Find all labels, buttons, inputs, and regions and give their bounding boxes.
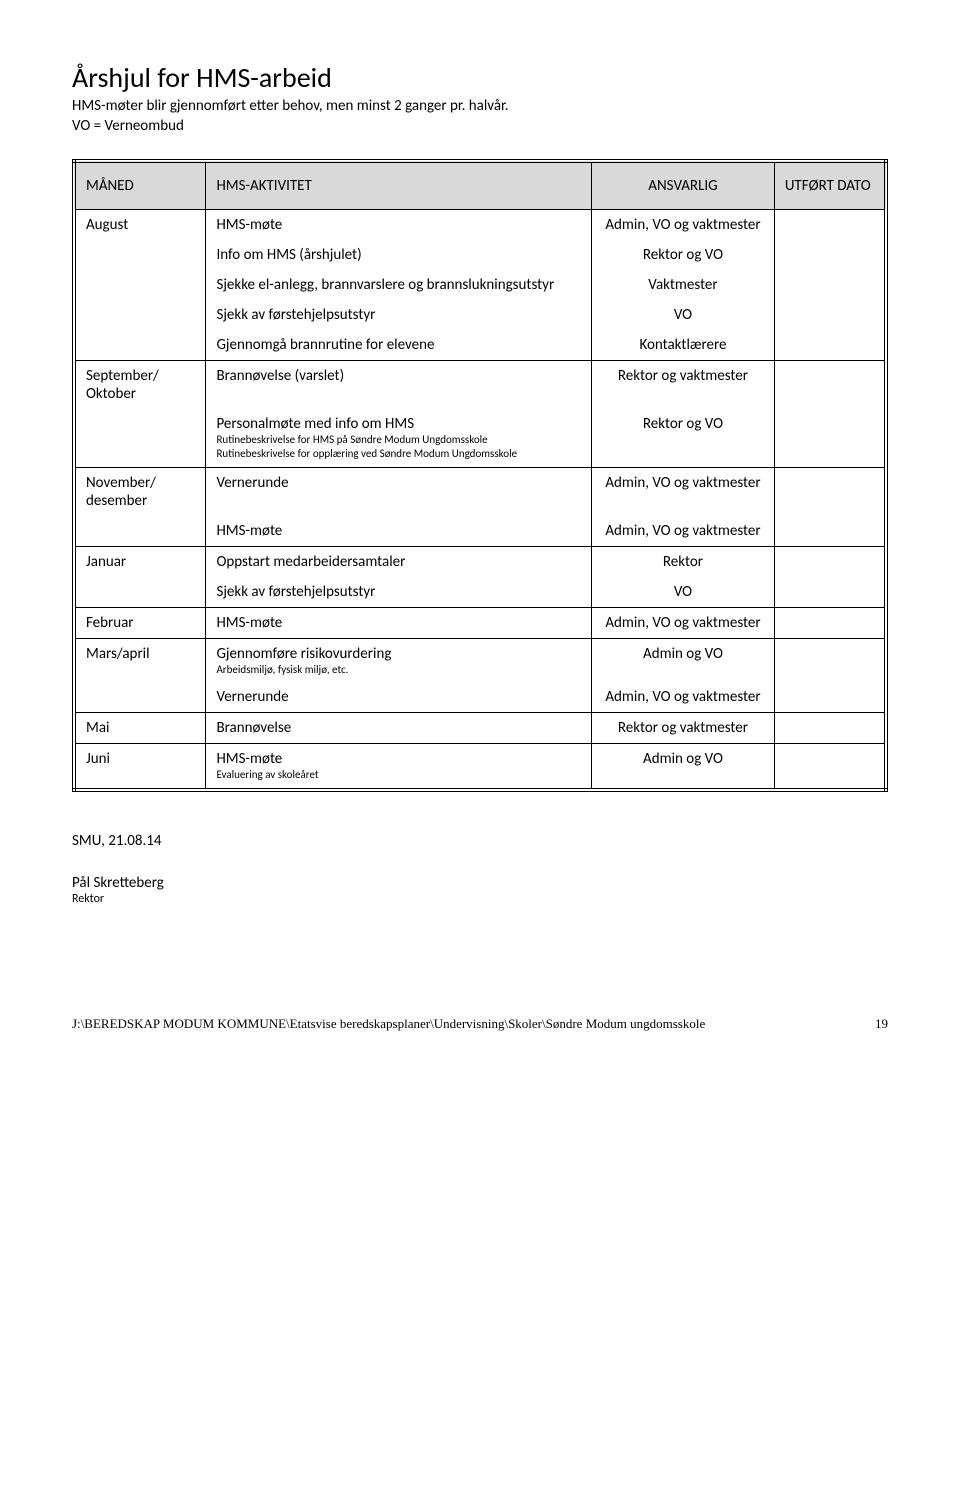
cell-month: Februar <box>74 607 206 638</box>
cell-done-date <box>774 361 886 410</box>
cell-activity: Gjennomføre risikovurderingArbeidsmiljø,… <box>206 638 592 682</box>
cell-activity: Brannøvelse (varslet) <box>206 361 592 410</box>
cell-month: Mars/april <box>74 638 206 682</box>
cell-done-date <box>774 467 886 516</box>
cell-activity: Oppstart medarbeidersamtaler <box>206 546 592 577</box>
table-row: HMS-møteAdmin, VO og vaktmester <box>74 516 886 547</box>
hms-table: MÅNED HMS-AKTIVITET ANSVARLIG UTFØRT DAT… <box>72 159 888 792</box>
cell-done-date <box>774 744 886 790</box>
activity-sub-note: Evaluering av skoleåret <box>216 768 581 782</box>
page-footer: J:\BEREDSKAP MODUM KOMMUNE\Etatsvise ber… <box>72 1016 888 1032</box>
cell-activity: Sjekk av førstehjelpsutstyr <box>206 577 592 608</box>
cell-activity: HMS-møte <box>206 516 592 547</box>
table-row: MaiBrannøvelseRektor og vaktmester <box>74 713 886 744</box>
footer-author-name: Pål Skretteberg <box>72 874 888 892</box>
col-header-responsible: ANSVARLIG <box>592 161 775 210</box>
cell-activity: Brannøvelse <box>206 713 592 744</box>
cell-responsible: Rektor <box>592 546 775 577</box>
cell-month <box>74 300 206 330</box>
cell-done-date <box>774 682 886 713</box>
table-row: Sjekk av førstehjelpsutstyrVO <box>74 300 886 330</box>
table-row: AugustHMS-møteAdmin, VO og vaktmester <box>74 210 886 241</box>
table-row: Sjekke el-anlegg, brannvarslere og brann… <box>74 270 886 300</box>
cell-responsible: Admin, VO og vaktmester <box>592 516 775 547</box>
cell-done-date <box>774 516 886 547</box>
cell-month: September/ Oktober <box>74 361 206 410</box>
col-header-done-date: UTFØRT DATO <box>774 161 886 210</box>
cell-responsible: Kontaktlærere <box>592 330 775 361</box>
table-row: Sjekk av førstehjelpsutstyrVO <box>74 577 886 608</box>
cell-done-date <box>774 713 886 744</box>
cell-month <box>74 682 206 713</box>
cell-month: Januar <box>74 546 206 577</box>
subtitle-line-2: VO = Verneombud <box>72 117 888 135</box>
cell-activity: Sjekk av førstehjelpsutstyr <box>206 300 592 330</box>
cell-month: Mai <box>74 713 206 744</box>
cell-responsible: Rektor og vaktmester <box>592 361 775 410</box>
footer-page-number: 19 <box>875 1016 888 1032</box>
table-row: JuniHMS-møteEvaluering av skoleåretAdmin… <box>74 744 886 790</box>
cell-responsible: Admin, VO og vaktmester <box>592 607 775 638</box>
table-row: FebruarHMS-møteAdmin, VO og vaktmester <box>74 607 886 638</box>
cell-done-date <box>774 409 886 467</box>
cell-responsible: Admin og VO <box>592 744 775 790</box>
cell-activity: HMS-møte <box>206 607 592 638</box>
cell-month: November/ desember <box>74 467 206 516</box>
cell-activity: Sjekke el-anlegg, brannvarslere og brann… <box>206 270 592 300</box>
cell-activity: Personalmøte med info om HMSRutinebeskri… <box>206 409 592 467</box>
cell-month <box>74 409 206 467</box>
cell-done-date <box>774 607 886 638</box>
table-row: September/ OktoberBrannøvelse (varslet)R… <box>74 361 886 410</box>
table-header-row: MÅNED HMS-AKTIVITET ANSVARLIG UTFØRT DAT… <box>74 161 886 210</box>
table-row: Mars/aprilGjennomføre risikovurderingArb… <box>74 638 886 682</box>
cell-activity: Info om HMS (årshjulet) <box>206 240 592 270</box>
cell-done-date <box>774 330 886 361</box>
table-row: November/ desemberVernerundeAdmin, VO og… <box>74 467 886 516</box>
table-row: Personalmøte med info om HMSRutinebeskri… <box>74 409 886 467</box>
cell-done-date <box>774 577 886 608</box>
col-header-month: MÅNED <box>74 161 206 210</box>
cell-done-date <box>774 240 886 270</box>
cell-responsible: Rektor og VO <box>592 240 775 270</box>
footer-file-path: J:\BEREDSKAP MODUM KOMMUNE\Etatsvise ber… <box>72 1016 705 1032</box>
activity-sub-note: Rutinebeskrivelse for opplæring ved Sønd… <box>216 447 581 461</box>
footer-date-line: SMU, 21.08.14 <box>72 832 888 850</box>
cell-responsible: Admin, VO og vaktmester <box>592 467 775 516</box>
cell-done-date <box>774 638 886 682</box>
cell-responsible: Admin, VO og vaktmester <box>592 682 775 713</box>
cell-month <box>74 577 206 608</box>
cell-month: August <box>74 210 206 241</box>
cell-done-date <box>774 270 886 300</box>
activity-sub-note: Rutinebeskrivelse for HMS på Søndre Modu… <box>216 433 581 447</box>
table-row: Info om HMS (årshjulet)Rektor og VO <box>74 240 886 270</box>
cell-activity: Vernerunde <box>206 467 592 516</box>
cell-done-date <box>774 210 886 241</box>
cell-activity: HMS-møteEvaluering av skoleåret <box>206 744 592 790</box>
cell-done-date <box>774 300 886 330</box>
cell-responsible: Rektor og vaktmester <box>592 713 775 744</box>
cell-month <box>74 270 206 300</box>
table-row: JanuarOppstart medarbeidersamtalerRektor <box>74 546 886 577</box>
cell-month <box>74 240 206 270</box>
cell-responsible: Admin, VO og vaktmester <box>592 210 775 241</box>
cell-done-date <box>774 546 886 577</box>
subtitle-line-1: HMS-møter blir gjennomført etter behov, … <box>72 97 888 115</box>
cell-month <box>74 516 206 547</box>
cell-responsible: VO <box>592 577 775 608</box>
table-row: Gjennomgå brannrutine for eleveneKontakt… <box>74 330 886 361</box>
cell-activity: HMS-møte <box>206 210 592 241</box>
table-row: VernerundeAdmin, VO og vaktmester <box>74 682 886 713</box>
page-title: Årshjul for HMS-arbeid <box>72 60 888 95</box>
cell-responsible: VO <box>592 300 775 330</box>
col-header-activity: HMS-AKTIVITET <box>206 161 592 210</box>
activity-sub-note: Arbeidsmiljø, fysisk miljø, etc. <box>216 663 581 677</box>
cell-month: Juni <box>74 744 206 790</box>
cell-activity: Gjennomgå brannrutine for elevene <box>206 330 592 361</box>
cell-responsible: Vaktmester <box>592 270 775 300</box>
footer-author-role: Rektor <box>72 892 888 906</box>
cell-responsible: Admin og VO <box>592 638 775 682</box>
cell-month <box>74 330 206 361</box>
cell-activity: Vernerunde <box>206 682 592 713</box>
cell-responsible: Rektor og VO <box>592 409 775 467</box>
